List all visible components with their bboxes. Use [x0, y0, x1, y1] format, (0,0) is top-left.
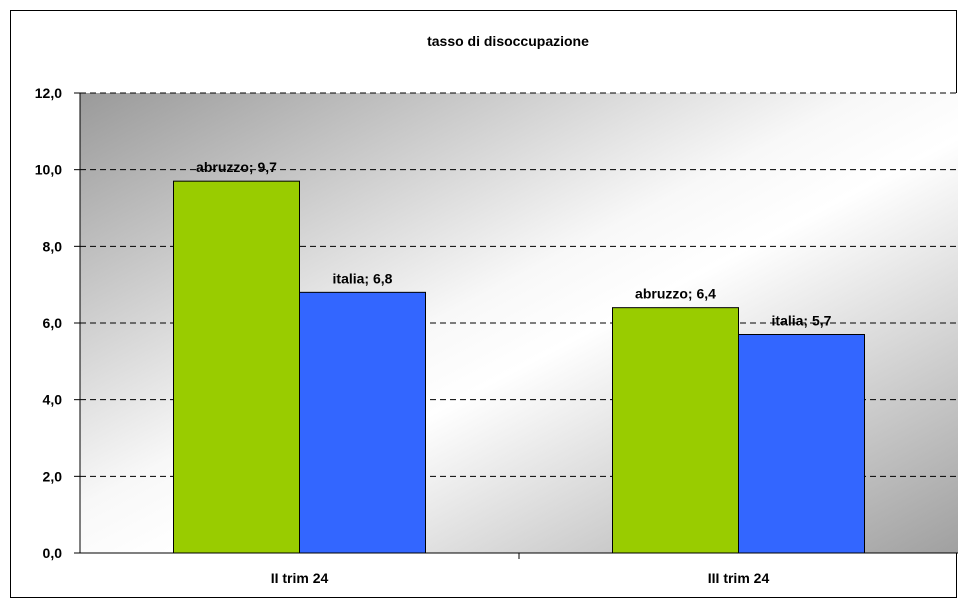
bar-abruzzo: [174, 181, 300, 553]
y-tick-label: 10,0: [35, 162, 62, 178]
data-label: italia; 5,7: [772, 313, 832, 329]
y-tick-label: 4,0: [43, 392, 63, 408]
y-tick-label: 8,0: [43, 238, 63, 254]
y-tick-label: 2,0: [43, 468, 63, 484]
data-label: italia; 6,8: [333, 270, 393, 286]
x-tick-label: III trim 24: [708, 570, 770, 586]
x-tick-label: II trim 24: [271, 570, 329, 586]
y-tick-label: 0,0: [43, 545, 63, 561]
bar-italia: [739, 335, 865, 554]
chart-title: tasso di disoccupazione: [427, 33, 589, 49]
y-tick-label: 6,0: [43, 315, 63, 331]
bar-italia: [300, 292, 426, 553]
bar-abruzzo: [613, 308, 739, 553]
data-label: abruzzo; 9,7: [196, 159, 277, 175]
y-tick-label: 12,0: [35, 85, 62, 101]
data-label: abruzzo; 6,4: [635, 286, 716, 302]
